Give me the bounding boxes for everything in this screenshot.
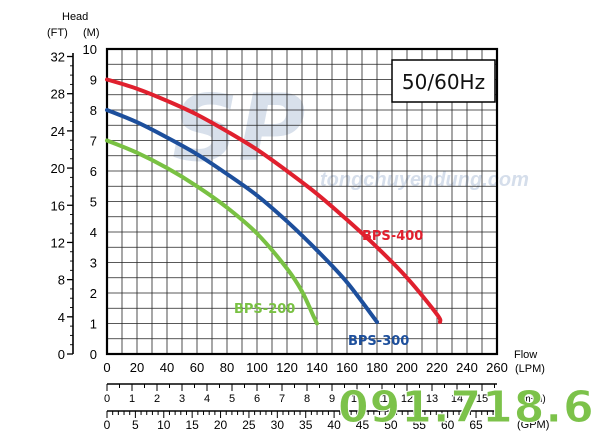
x-tick-label-lpm: 200 xyxy=(396,360,418,375)
y-tick-label-m: 2 xyxy=(90,286,97,301)
x-tick-label-gpm: 5 xyxy=(132,418,139,432)
plot-border xyxy=(105,47,499,356)
x-tick-label-lpm: 180 xyxy=(366,360,388,375)
x-tick-label-gpm: 45 xyxy=(356,418,370,432)
x-tick-label-gpm: 65 xyxy=(469,418,483,432)
watermark-phone-text: 091.718.6669 xyxy=(338,382,593,433)
series-label-bps-300: BPS-300 xyxy=(348,334,409,349)
x-axis-unit-gpm: (GPM) xyxy=(517,419,549,431)
y-tick-label-ft: 28 xyxy=(51,87,65,102)
x-tick-label-gpm: 35 xyxy=(299,418,313,432)
y-axis-unit-ft: (FT) xyxy=(47,27,68,39)
x-tick-label-gpm: 55 xyxy=(413,418,427,432)
x-tick-label-gpm: 20 xyxy=(214,418,228,432)
x-tick-label-gpm: 40 xyxy=(327,418,341,432)
x-tick-label-lpm: 260 xyxy=(486,360,508,375)
curve-bps-300 xyxy=(105,108,379,324)
x-tick-label-gpm: 25 xyxy=(242,418,256,432)
y-tick-label-ft: 16 xyxy=(51,198,65,213)
x-tick-label-m3h: 8 xyxy=(304,393,310,405)
curve-layer xyxy=(105,77,443,326)
x-tick-label-lpm: 240 xyxy=(456,360,478,375)
x-tick-label-gpm: 15 xyxy=(185,418,199,432)
x-tick-label-m3h: 14 xyxy=(451,393,463,405)
x-tick-label-m3h: 13 xyxy=(426,393,438,405)
x-tick-label-m3h: 3 xyxy=(179,393,185,405)
x-tick-label-lpm: 140 xyxy=(306,360,328,375)
x-tick-label-m3h: 2 xyxy=(154,393,160,405)
series-label-bps-400: BPS-400 xyxy=(362,229,423,244)
condition-label: 50/60Hz xyxy=(402,70,485,94)
y-tick-label-m: 3 xyxy=(90,256,97,271)
x-tick-label-m3h: 12 xyxy=(401,393,413,405)
x-tick-label-lpm: 100 xyxy=(246,360,268,375)
y-tick-label-m: 5 xyxy=(90,195,97,210)
y-tick-label-m: 7 xyxy=(90,134,97,149)
plot-frame xyxy=(105,47,499,356)
y-tick-label-ft: 24 xyxy=(51,124,65,139)
x-tick-label-m3h: 1 xyxy=(129,393,135,405)
x-axis-title: Flow xyxy=(514,349,537,361)
x-tick-label-gpm: 50 xyxy=(384,418,398,432)
x-tick-label-gpm: 0 xyxy=(104,418,111,432)
x-tick-label-lpm: 160 xyxy=(336,360,358,375)
curve-bps-200 xyxy=(105,138,319,326)
series-label-bps-200: BPS-200 xyxy=(234,302,295,317)
curve-bps-400 xyxy=(105,77,443,324)
x-tick-label-m3h: 10 xyxy=(351,393,363,405)
x-tick-label-lpm: 60 xyxy=(190,360,204,375)
x-tick-label-gpm: 60 xyxy=(441,418,455,432)
y-tick-label-m: 10 xyxy=(83,42,97,57)
y-tick-label-ft: 32 xyxy=(51,50,65,65)
y-tick-label-ft: 12 xyxy=(51,235,65,250)
x-tick-label-gpm: 10 xyxy=(157,418,171,432)
x-axis-unit-m3h: (m³/h) xyxy=(519,394,546,405)
x-tick-label-lpm: 0 xyxy=(103,360,110,375)
x-tick-label-m3h: 11 xyxy=(376,393,387,405)
x-tick-label-lpm: 80 xyxy=(220,360,234,375)
y-tick-label-m: 1 xyxy=(90,317,97,332)
watermark-site-text: tongchuyendung.com xyxy=(320,169,529,191)
x-tick-label-m3h: 0 xyxy=(104,393,110,405)
y-tick-label-ft: 20 xyxy=(51,161,65,176)
x-tick-label-lpm: 120 xyxy=(276,360,298,375)
x-tick-label-m3h: 7 xyxy=(279,393,285,405)
x-tick-label-m3h: 4 xyxy=(204,393,210,405)
x-axis-unit-lpm: (LPM) xyxy=(515,363,545,375)
y-axis-unit-m: (M) xyxy=(83,27,100,39)
y-tick-label-m: 9 xyxy=(90,73,97,88)
y-axis-title: Head xyxy=(62,11,88,23)
condition-label-box xyxy=(391,59,496,103)
x-tick-label-gpm: 30 xyxy=(271,418,285,432)
y-tick-label-ft: 4 xyxy=(58,310,65,325)
y-tick-label-m: 4 xyxy=(90,225,97,240)
y-tick-label-ft: 0 xyxy=(58,347,65,362)
y-tick-label-m: 8 xyxy=(90,103,97,118)
x-tick-label-lpm: 220 xyxy=(426,360,448,375)
x-tick-label-m3h: 6 xyxy=(254,393,260,405)
y-tick-label-ft: 8 xyxy=(58,273,65,288)
y-tick-label-m: 6 xyxy=(90,164,97,179)
x-tick-label-m3h: 15 xyxy=(476,393,488,405)
x-tick-label-m3h: 5 xyxy=(229,393,235,405)
y-tick-label-m: 0 xyxy=(90,347,97,362)
x-tick-label-lpm: 40 xyxy=(160,360,174,375)
x-tick-label-lpm: 20 xyxy=(130,360,144,375)
x-tick-label-m3h: 9 xyxy=(329,393,335,405)
watermark-logo: S P xyxy=(172,75,305,182)
